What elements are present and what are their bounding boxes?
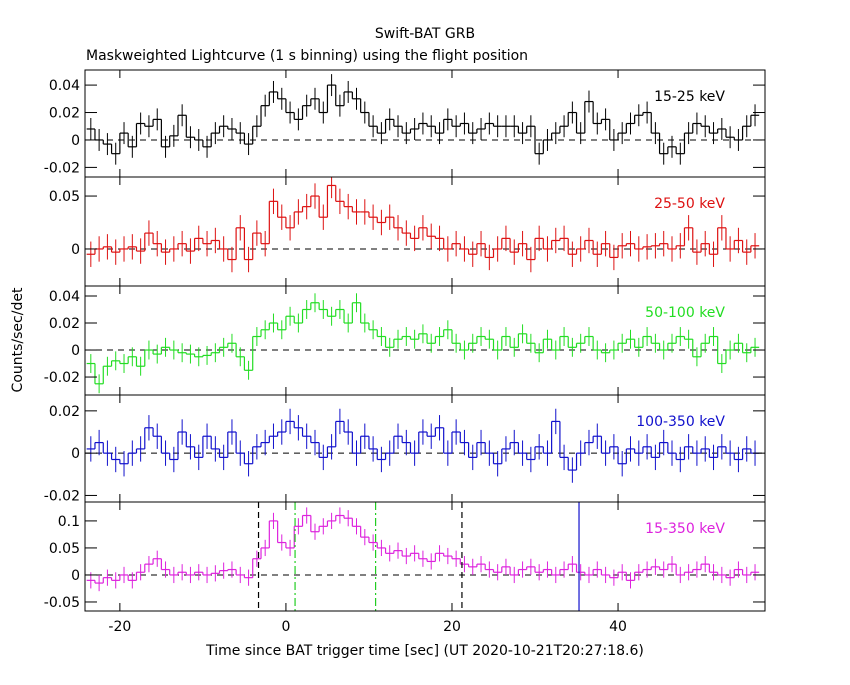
- panel: 0 0.05 25-50 keV: [49, 176, 766, 287]
- x-tick-label: 20: [443, 619, 461, 635]
- y-tick-label: 0.04: [49, 78, 80, 94]
- y-tick-label: -0.02: [44, 488, 80, 504]
- chart-title: Swift-BAT GRB: [375, 26, 475, 42]
- plot-area: [85, 74, 765, 165]
- y-tick-label: 0.02: [49, 404, 80, 420]
- x-axis-label: Time since BAT trigger time [sec] (UT 20…: [205, 643, 644, 659]
- plot-area: [85, 408, 765, 483]
- panel-label: 50-100 keV: [645, 305, 725, 321]
- plot-area: [85, 502, 765, 611]
- x-tick-label: 0: [281, 619, 290, 635]
- y-tick-label: 0.04: [49, 289, 80, 305]
- y-tick-label: -0.02: [44, 160, 80, 176]
- y-tick-label: -0.05: [44, 595, 80, 611]
- x-tick-label: 40: [609, 619, 627, 635]
- y-tick-label: -0.02: [44, 370, 80, 386]
- panel-frame: [84, 501, 766, 612]
- y-tick-label: 0.02: [49, 316, 80, 332]
- panel: -0.05 0 0.05 0.1 -20 0 20 40 15-350 keV: [44, 501, 766, 635]
- panel-label: 100-350 keV: [636, 414, 725, 430]
- y-axis-label: Counts/sec/det: [10, 287, 26, 392]
- y-tick-label: 0: [71, 568, 80, 584]
- y-tick-label: 0: [71, 133, 80, 149]
- chart-subtitle: Maskweighted Lightcurve (1 s binning) us…: [86, 48, 528, 64]
- y-tick-label: 0: [71, 446, 80, 462]
- panel: -0.02 0 0.02 100-350 keV: [44, 394, 766, 504]
- y-tick-label: 0.05: [49, 189, 80, 205]
- plot-area: [85, 293, 765, 394]
- panel-label: 15-350 keV: [645, 521, 725, 537]
- panel: -0.02 0 0.02 0.04 15-25 keV: [44, 69, 766, 178]
- y-tick-label: 0: [71, 343, 80, 359]
- x-tick-label: -20: [108, 619, 131, 635]
- y-tick-label: 0.05: [49, 541, 80, 557]
- panel: -0.02 0 0.02 0.04 50-100 keV: [44, 285, 766, 396]
- y-tick-label: 0.1: [58, 514, 80, 530]
- panel-label: 15-25 keV: [654, 89, 725, 105]
- panel-label: 25-50 keV: [654, 196, 725, 212]
- y-tick-label: 0.02: [49, 106, 80, 122]
- y-tick-label: 0: [71, 242, 80, 258]
- plot-area: [85, 177, 765, 273]
